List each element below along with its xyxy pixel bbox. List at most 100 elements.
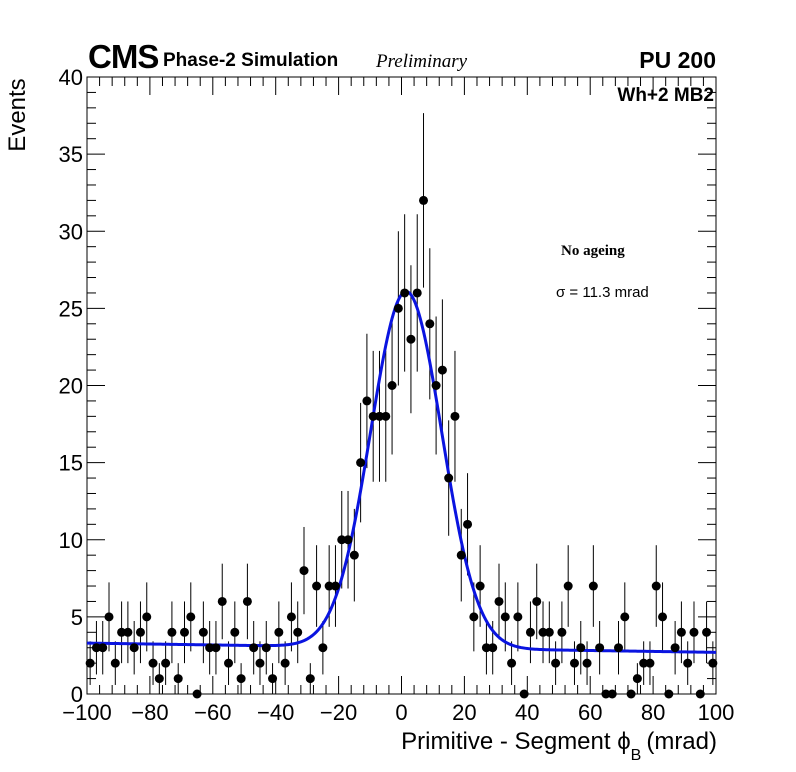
data-point (154, 674, 164, 684)
data-point (563, 581, 573, 591)
data-point (205, 643, 215, 653)
data-point (368, 411, 378, 421)
data-point (274, 627, 284, 637)
data-point (469, 612, 479, 622)
data-point (318, 643, 328, 653)
data-point (481, 643, 491, 653)
data-point (651, 581, 661, 591)
y-tick-label: 20 (59, 374, 83, 399)
data-point (601, 689, 611, 699)
x-axis-label-main: Primitive - Segment ϕ (401, 728, 631, 755)
data-point (614, 643, 624, 653)
data-point (475, 581, 485, 591)
data-point (349, 550, 359, 560)
x-tick-label: 40 (515, 700, 539, 725)
data-point (236, 674, 246, 684)
data-point (374, 411, 384, 421)
data-point (513, 612, 523, 622)
data-point (695, 689, 705, 699)
data-point (343, 535, 353, 545)
data-point (324, 581, 334, 591)
data-point (645, 658, 655, 668)
data-point (330, 581, 340, 591)
data-point (400, 288, 410, 298)
data-point (525, 627, 535, 637)
y-axis-label: Events (4, 78, 31, 151)
data-point (582, 658, 592, 668)
data-point (658, 612, 668, 622)
data-point (456, 550, 466, 560)
x-tick-label: 60 (578, 700, 602, 725)
x-tick-label: 20 (452, 700, 476, 725)
data-point (676, 627, 686, 637)
data-point (670, 643, 680, 653)
data-point (129, 643, 139, 653)
data-point (123, 627, 133, 637)
y-tick-label: 30 (59, 219, 83, 244)
data-point (98, 643, 108, 653)
data-point (249, 643, 259, 653)
data-point (664, 689, 674, 699)
pileup-label: PU 200 (639, 47, 716, 73)
data-point (444, 473, 454, 483)
legend-title: No ageing (561, 243, 625, 259)
data-point (381, 411, 391, 421)
data-point (280, 658, 290, 668)
data-point (268, 674, 278, 684)
data-point (412, 288, 422, 298)
y-tick-label: 25 (59, 296, 83, 321)
axis-ticks (86, 76, 717, 695)
x-tick-label: 80 (641, 700, 665, 725)
data-point (135, 627, 145, 637)
data-point (551, 658, 561, 668)
data-point (708, 658, 718, 668)
data-point (286, 612, 296, 622)
data-point (312, 581, 322, 591)
data-point (179, 627, 189, 637)
data-point (500, 612, 510, 622)
y-tick-label: 35 (59, 142, 83, 167)
y-tick-label: 15 (59, 451, 83, 476)
x-axis-label-unit: (mrad) (646, 728, 717, 755)
y-axis-tick-labels: 0 5 10 15 20 25 30 35 40 (59, 65, 83, 707)
data-point (186, 612, 196, 622)
y-tick-label: 10 (59, 528, 83, 553)
data-point (110, 658, 120, 668)
data-point (198, 627, 208, 637)
data-point (161, 658, 171, 668)
x-axis-tick-labels: −100 −80 −60 −40 −20 0 20 40 60 80 100 (62, 700, 734, 725)
data-point (557, 627, 567, 637)
data-point (639, 658, 649, 668)
data-points (85, 195, 718, 699)
data-point (702, 627, 712, 637)
data-point (173, 674, 183, 684)
data-point (142, 612, 152, 622)
simulation-label: Phase-2 Simulation (163, 50, 339, 71)
x-tick-label: −20 (320, 700, 357, 725)
data-point (406, 334, 416, 344)
data-point (620, 612, 630, 622)
data-point (425, 319, 435, 329)
data-point (532, 596, 542, 606)
data-point (393, 303, 403, 313)
data-point (431, 381, 441, 390)
data-point (91, 643, 101, 653)
data-point (632, 674, 642, 684)
data-point (450, 411, 460, 421)
data-point (576, 643, 586, 653)
data-point (217, 596, 227, 606)
data-point (293, 627, 303, 637)
data-point (305, 674, 315, 684)
x-tick-label: −100 (62, 700, 112, 725)
y-tick-label: 40 (59, 65, 83, 90)
data-point (117, 627, 127, 637)
data-point (242, 596, 252, 606)
data-point (494, 596, 504, 606)
x-tick-label: 0 (395, 700, 407, 725)
x-axis-label: Primitive - Segment ϕB(mrad) (401, 728, 717, 764)
x-tick-label: −80 (131, 700, 168, 725)
data-point (544, 627, 554, 637)
x-tick-label: −40 (257, 700, 294, 725)
data-point (85, 658, 95, 668)
status-label: Preliminary (376, 51, 468, 72)
